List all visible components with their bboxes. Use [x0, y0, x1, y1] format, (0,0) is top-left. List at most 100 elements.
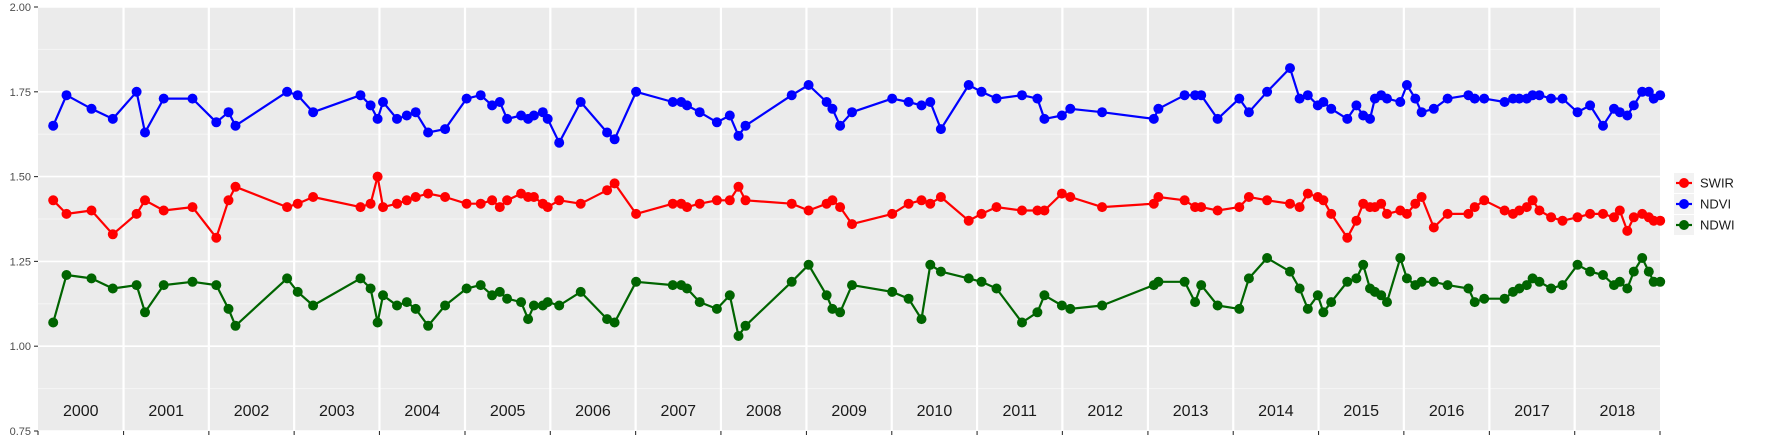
ndvi-point — [211, 117, 222, 128]
ndvi-point — [1302, 90, 1313, 101]
ndwi-point — [461, 283, 472, 294]
ndwi-point — [1285, 266, 1295, 277]
ndwi-point — [602, 314, 613, 325]
swir-point — [487, 195, 498, 206]
ndwi-point — [887, 286, 898, 297]
ndvi-point — [1395, 97, 1406, 107]
ndvi-point — [86, 103, 97, 114]
swir-point — [440, 192, 451, 202]
ndvi-point — [740, 120, 751, 131]
swir-point — [786, 198, 797, 209]
ndvi-point — [487, 100, 498, 111]
ndwi-point — [1376, 290, 1387, 301]
year-label: 2002 — [234, 403, 270, 420]
ndwi-point — [1395, 253, 1406, 263]
year-label: 2006 — [575, 403, 611, 420]
ndwi-point — [140, 307, 150, 318]
ndwi-point — [740, 320, 751, 331]
swir-point — [903, 198, 914, 209]
swir-point — [1628, 212, 1639, 223]
ndvi-point — [461, 93, 472, 104]
swir-point — [131, 208, 142, 219]
swir-point — [682, 202, 692, 213]
ndvi-point — [1428, 103, 1439, 114]
ndvi-point — [916, 100, 927, 111]
ndwi-point — [903, 293, 914, 304]
swir-point — [410, 192, 421, 202]
ndvi-point — [423, 127, 434, 138]
ndvi-point — [786, 90, 797, 101]
ndvi-point — [976, 86, 987, 97]
swir-point — [847, 219, 857, 230]
ndwi-point — [516, 297, 527, 308]
ndwi-point — [523, 314, 534, 325]
swir-point — [475, 198, 486, 209]
ndwi-point — [423, 320, 434, 331]
swir-point — [355, 202, 366, 213]
y-tick-label: 2.00 — [10, 2, 31, 14]
ndwi-point — [1039, 290, 1050, 301]
ndwi-point — [1318, 307, 1329, 318]
swir-point — [1557, 215, 1568, 226]
year-labels: 2000 2001 2002 2003 2004 2005 2006 2007 2008 2009… — [63, 403, 1635, 420]
ndwi-point — [554, 300, 565, 311]
ndwi-point — [847, 280, 857, 291]
ndvi-point — [724, 110, 735, 121]
ndvi-point — [528, 110, 539, 121]
ndvi-point — [609, 134, 620, 145]
swir-point — [230, 181, 241, 192]
ndwi-point — [308, 300, 319, 311]
ndvi-point — [1557, 93, 1568, 104]
ndwi-point — [1572, 259, 1583, 270]
ndvi-point — [711, 117, 722, 128]
ndwi-point — [1196, 280, 1207, 291]
ndvi-point — [1294, 93, 1305, 104]
ndvi-point — [355, 90, 366, 101]
ndwi-point — [1032, 307, 1043, 318]
ndwi-point — [1401, 273, 1412, 284]
swir-point — [542, 202, 553, 213]
swir-point — [575, 198, 586, 209]
swir-point — [1342, 232, 1353, 243]
swir-point — [365, 198, 376, 209]
y-tick-label: 0.75 — [10, 426, 31, 438]
ndvi-point — [308, 107, 319, 118]
ndwi-point — [1655, 276, 1666, 287]
ndwi-point — [372, 317, 383, 328]
ndvi-point — [847, 107, 857, 118]
ndvi-point — [140, 127, 150, 138]
ndwi-point — [61, 270, 72, 280]
ndwi-point — [711, 303, 722, 314]
ndwi-point — [1358, 259, 1369, 270]
ndwi-point — [1153, 276, 1164, 287]
ndvi-point — [401, 110, 412, 121]
swir-point — [1655, 215, 1666, 226]
ndvi-point — [1546, 93, 1557, 104]
ndwi-point — [211, 280, 222, 291]
ndwi-point — [1628, 266, 1639, 277]
y-tick-label: 1.50 — [10, 172, 31, 184]
swir-point — [494, 202, 505, 213]
swir-point — [711, 195, 722, 206]
ndvi-point — [827, 103, 838, 114]
ndvi-point — [887, 93, 898, 104]
ndvi-point — [575, 97, 586, 107]
ndvi-point — [372, 113, 383, 124]
swir-point — [1376, 198, 1387, 209]
ndwi-point — [991, 283, 1002, 294]
ndvi-point — [292, 90, 303, 101]
swir-point — [554, 195, 565, 206]
major-gridlines — [38, 6, 1660, 432]
ndvi-point — [1148, 113, 1159, 124]
ndwi-point — [355, 273, 366, 284]
swir-point — [1212, 205, 1223, 216]
ndvi-point — [1056, 110, 1067, 121]
ndwi-point — [86, 273, 97, 284]
swir-point — [423, 188, 434, 199]
swir-point — [1153, 192, 1164, 202]
swir-point — [1469, 202, 1480, 213]
year-label: 2011 — [1003, 403, 1038, 420]
swir-point — [1351, 215, 1362, 226]
year-label: 2014 — [1258, 403, 1294, 420]
ndwi-point — [282, 273, 293, 284]
